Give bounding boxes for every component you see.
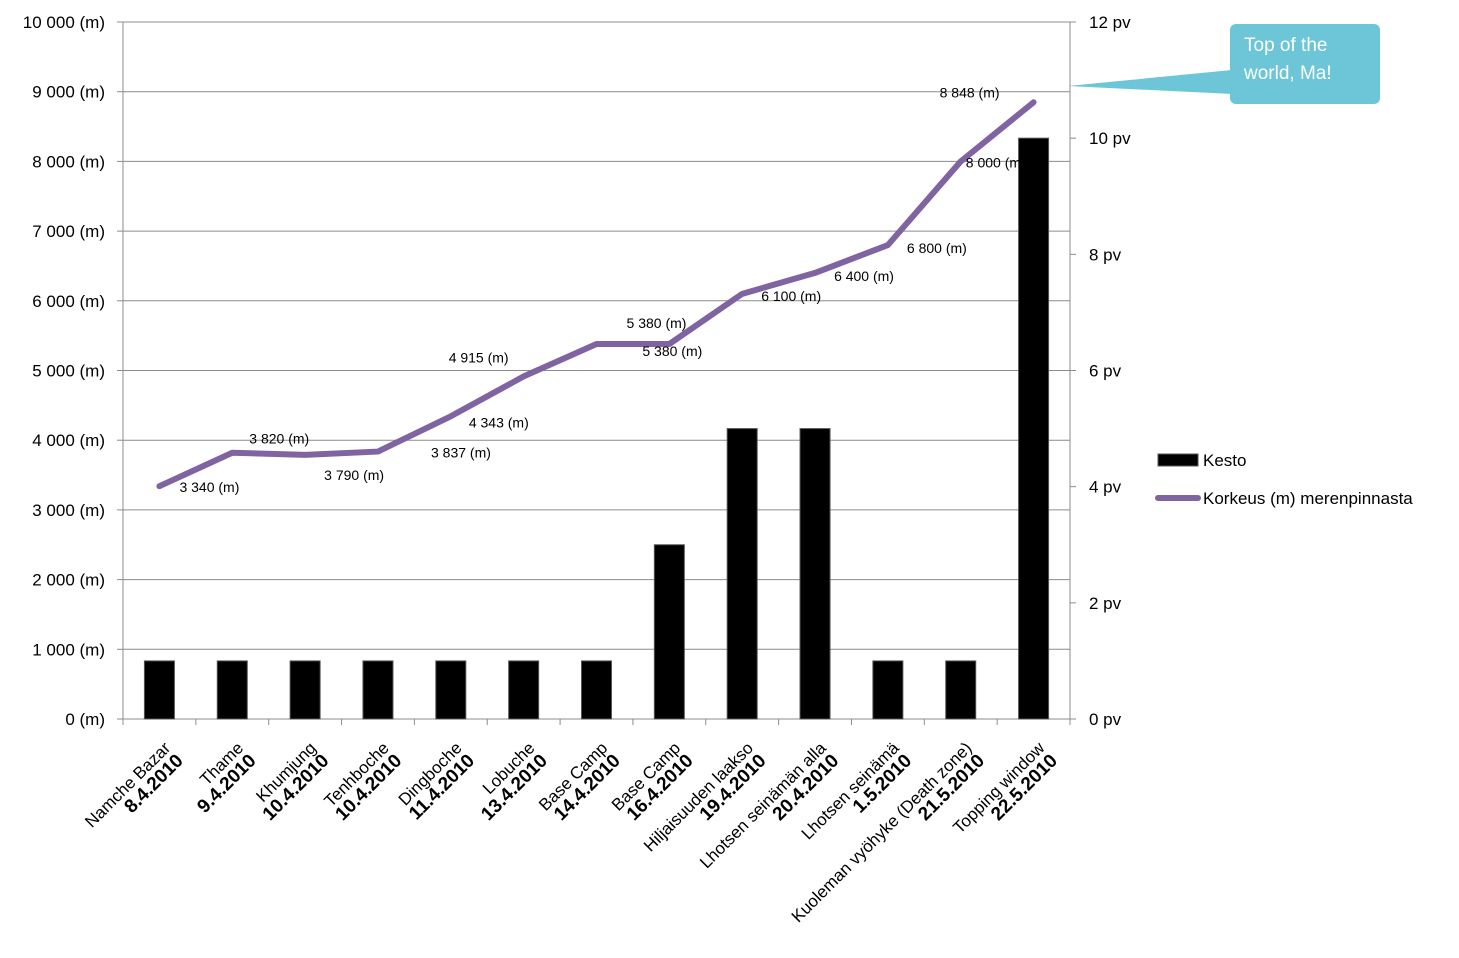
y-tick-label: 4 000 (m) xyxy=(32,431,105,450)
legend-label: Korkeus (m) merenpinnasta xyxy=(1203,489,1413,508)
y2-tick-label: 4 pv xyxy=(1089,478,1122,497)
bar xyxy=(945,660,977,720)
y-tick-label: 7 000 (m) xyxy=(32,222,105,241)
data-label: 3 790 (m) xyxy=(324,467,384,483)
data-label: 3 340 (m) xyxy=(179,479,239,495)
data-label: 8 848 (m) xyxy=(940,84,1000,100)
line xyxy=(156,99,1037,490)
data-label: 3 820 (m) xyxy=(249,431,309,447)
y-tick-label: 1 000 (m) xyxy=(32,640,105,659)
y2-tick-label: 10 pv xyxy=(1089,129,1131,148)
data-label: 3 837 (m) xyxy=(431,445,491,461)
y-tick-label: 6 000 (m) xyxy=(32,292,105,311)
bar xyxy=(143,660,175,720)
y-tick-label: 5 000 (m) xyxy=(32,362,105,381)
legend-swatch xyxy=(1157,453,1199,467)
y-tick-label: 9 000 (m) xyxy=(32,83,105,102)
bar xyxy=(726,428,758,720)
bar xyxy=(362,660,394,720)
y2-tick-label: 12 pv xyxy=(1089,13,1131,32)
y-tick-label: 2 000 (m) xyxy=(32,571,105,590)
data-label: 4 915 (m) xyxy=(449,349,509,365)
bar xyxy=(289,660,321,720)
bar xyxy=(216,660,248,720)
bar xyxy=(1018,137,1050,720)
data-label: 6 100 (m) xyxy=(761,288,821,304)
y-tick-label: 0 (m) xyxy=(65,710,105,729)
data-label: 5 380 (m) xyxy=(627,315,687,331)
data-label: 6 400 (m) xyxy=(834,268,894,284)
y2-tick-label: 6 pv xyxy=(1089,362,1122,381)
bar xyxy=(581,660,612,720)
bar xyxy=(872,660,904,720)
data-label: 4 343 (m) xyxy=(469,414,529,430)
y-tick-label: 10 000 (m) xyxy=(23,13,105,32)
y-tick-label: 3 000 (m) xyxy=(32,501,105,520)
y2-tick-label: 0 pv xyxy=(1089,710,1122,729)
data-label: 6 800 (m) xyxy=(907,240,967,256)
bar xyxy=(653,544,685,720)
y2-tick-label: 2 pv xyxy=(1089,594,1122,613)
data-label: 5 380 (m) xyxy=(642,343,702,359)
y-tick-label: 8 000 (m) xyxy=(32,152,105,171)
y2-tick-label: 8 pv xyxy=(1089,245,1122,264)
data-label: 8 000 (m) xyxy=(966,154,1026,170)
bar xyxy=(435,660,467,720)
bar xyxy=(799,428,831,720)
legend-label: Kesto xyxy=(1203,451,1246,470)
callout-pointer xyxy=(1068,70,1232,94)
bar xyxy=(508,660,540,720)
callout: Top of the world, Ma! xyxy=(1230,24,1380,104)
